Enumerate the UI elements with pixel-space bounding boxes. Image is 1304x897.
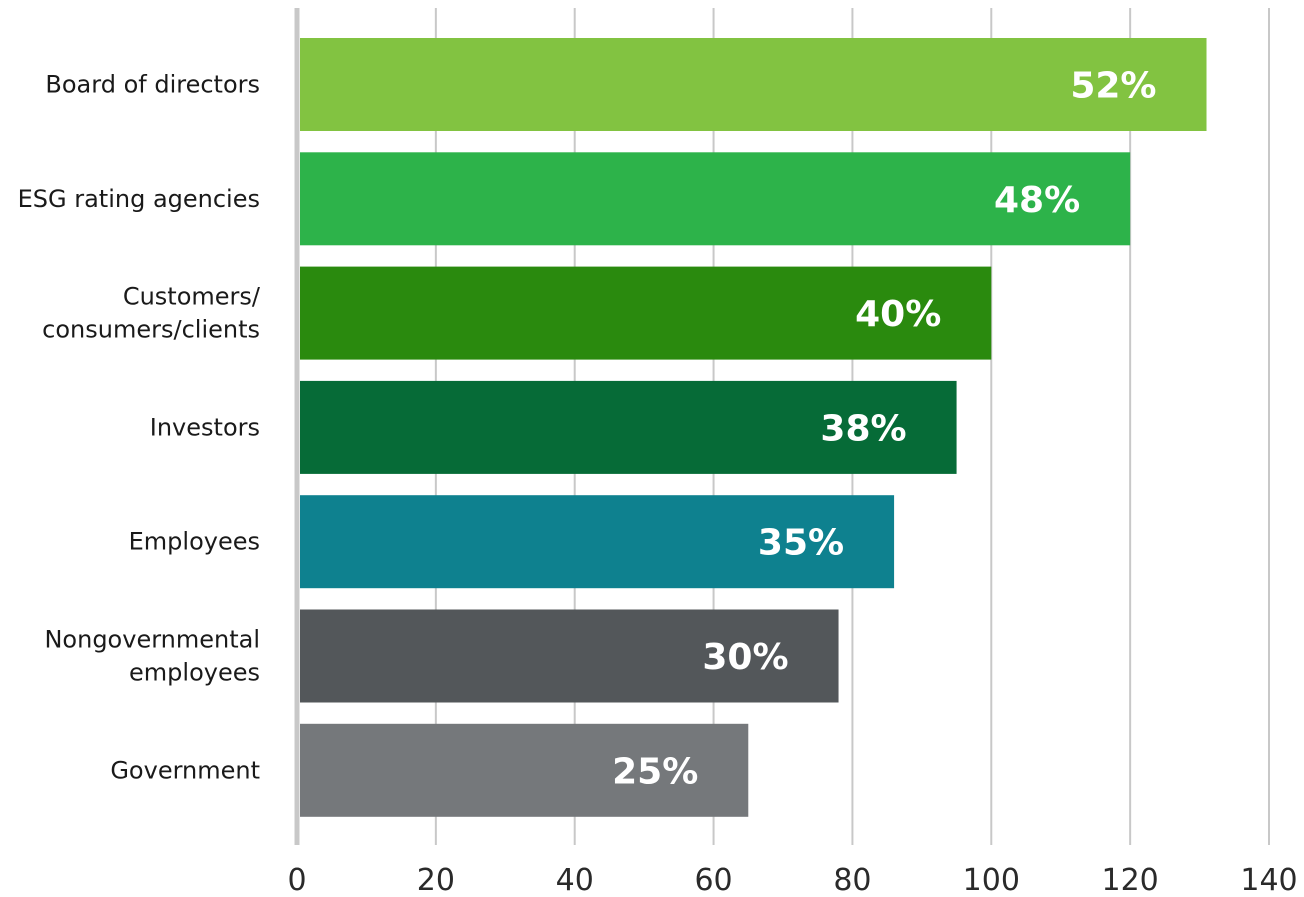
bar (300, 380, 957, 474)
bar-data-label: 52% (1070, 66, 1156, 107)
x-tick-label: 60 (694, 863, 732, 897)
bar (300, 723, 749, 817)
bar (300, 495, 895, 589)
x-tick-label: 20 (417, 863, 455, 897)
x-tick-label: 140 (1240, 863, 1297, 897)
x-tick-labels: 0 20 40 60 80 100 120 140 (287, 863, 1297, 897)
bar (300, 152, 1131, 246)
bar (300, 38, 1207, 131)
bar-data-label: 48% (994, 180, 1080, 221)
bar (300, 266, 992, 360)
category-label: ESG rating agencies (18, 185, 260, 213)
x-tick-label: 80 (833, 863, 871, 897)
x-tick-label: 0 (287, 863, 306, 897)
x-tick-label: 100 (963, 863, 1020, 897)
bars: 52% 48% 40% 38% 35% 30% 25% (300, 38, 1207, 817)
category-labels: Board of directors ESG rating agencies Cus… (18, 71, 261, 785)
category-label: Government (110, 756, 260, 784)
x-tick-label: 120 (1102, 863, 1159, 897)
bar-data-label: 35% (758, 523, 844, 564)
bar (300, 609, 839, 703)
bar-data-label: 40% (855, 294, 941, 335)
category-label: Investors (150, 413, 260, 441)
bar-data-label: 38% (820, 408, 906, 449)
x-tick-label: 40 (556, 863, 594, 897)
category-label: Nongovernmental employees (44, 626, 260, 687)
bar-data-label: 25% (612, 751, 698, 792)
category-label: Customers/consumers/clients (42, 283, 261, 344)
category-label: Board of directors (45, 71, 260, 99)
category-label: Employees (129, 528, 260, 556)
bar-data-label: 30% (702, 637, 788, 678)
